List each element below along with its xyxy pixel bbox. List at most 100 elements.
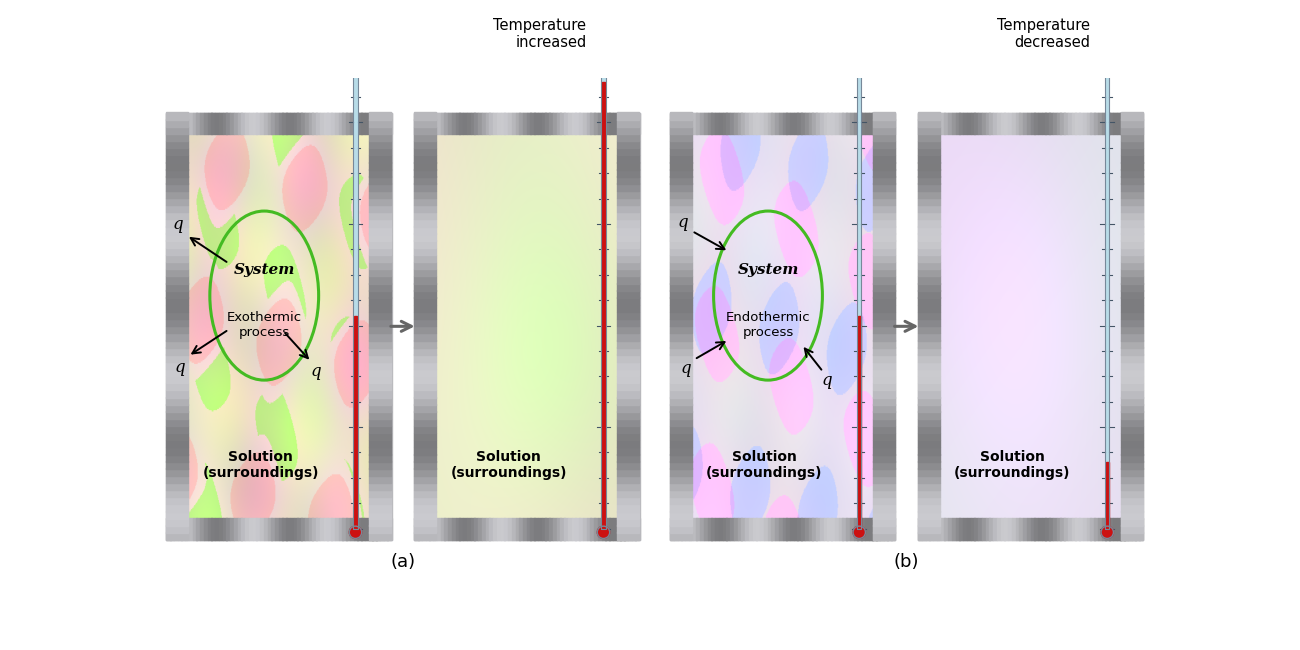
Bar <box>358 519 361 540</box>
Bar <box>369 411 391 419</box>
Bar <box>560 112 564 134</box>
Bar <box>1113 112 1117 134</box>
Bar <box>967 519 971 540</box>
Bar <box>741 112 745 540</box>
Bar <box>166 525 188 533</box>
Bar <box>820 519 824 540</box>
Bar <box>369 226 391 234</box>
Bar <box>425 112 430 540</box>
Bar <box>433 519 437 540</box>
Text: Solution
(surroundings): Solution (surroundings) <box>706 450 823 480</box>
Bar <box>436 134 618 519</box>
Bar <box>697 112 701 134</box>
Bar <box>1041 112 1046 134</box>
Bar <box>354 112 358 540</box>
Bar <box>874 141 894 148</box>
Bar <box>618 134 640 141</box>
Bar <box>260 112 264 134</box>
Bar <box>200 112 204 134</box>
Bar <box>850 112 854 134</box>
Bar <box>369 519 373 540</box>
Bar <box>308 519 313 540</box>
Bar <box>369 291 391 298</box>
Bar <box>1101 112 1106 134</box>
Bar <box>196 519 200 540</box>
Bar <box>1057 112 1061 540</box>
Bar <box>1031 112 1035 134</box>
Bar <box>415 312 436 319</box>
Bar <box>369 483 391 490</box>
Bar <box>944 112 949 134</box>
Bar <box>670 190 692 198</box>
Bar <box>361 519 365 540</box>
Bar <box>282 519 286 540</box>
Bar <box>1071 519 1076 540</box>
Bar <box>918 183 940 191</box>
Bar <box>282 112 286 540</box>
Bar <box>328 519 332 540</box>
Bar <box>723 112 727 134</box>
Bar <box>612 112 618 134</box>
Bar <box>689 112 693 540</box>
Circle shape <box>597 526 610 538</box>
Bar <box>670 183 692 191</box>
Bar <box>1045 112 1049 540</box>
Bar <box>387 519 391 540</box>
Bar <box>632 112 636 134</box>
Bar <box>632 112 636 540</box>
Bar <box>415 233 436 241</box>
Bar <box>1121 169 1143 177</box>
Bar <box>670 255 692 262</box>
Bar <box>415 176 436 184</box>
Bar <box>918 134 940 141</box>
Bar <box>745 112 749 540</box>
Bar <box>1069 112 1072 134</box>
Bar <box>166 169 188 177</box>
Bar <box>302 112 306 134</box>
Bar <box>715 112 719 134</box>
Bar <box>226 112 230 134</box>
Bar <box>997 112 1001 134</box>
Bar <box>767 112 772 540</box>
Bar <box>963 112 967 540</box>
Bar <box>415 340 436 348</box>
Bar <box>598 519 602 540</box>
Bar <box>290 519 294 540</box>
Bar <box>918 433 940 440</box>
Bar <box>429 519 433 540</box>
Bar <box>369 454 391 462</box>
Bar <box>1121 476 1143 483</box>
Circle shape <box>853 526 866 538</box>
Bar <box>809 112 812 134</box>
Bar <box>918 419 940 426</box>
Bar <box>306 519 309 540</box>
Bar <box>1037 112 1043 540</box>
Bar <box>580 519 584 540</box>
Bar <box>874 340 894 348</box>
Bar <box>858 519 862 540</box>
Bar <box>298 112 302 134</box>
Bar <box>415 376 436 384</box>
Bar <box>415 426 436 433</box>
Bar <box>188 112 192 540</box>
Bar <box>918 369 940 376</box>
Bar <box>1091 519 1095 540</box>
Bar <box>618 190 640 198</box>
Bar <box>993 112 997 540</box>
Bar <box>874 454 894 462</box>
Bar <box>918 219 940 227</box>
Bar <box>797 112 802 134</box>
Bar <box>874 198 894 205</box>
Bar <box>937 112 941 540</box>
Bar <box>463 519 467 540</box>
Bar <box>350 519 354 540</box>
Bar <box>339 519 343 540</box>
Bar <box>809 519 812 540</box>
Bar <box>670 404 692 412</box>
Bar <box>493 112 497 540</box>
Bar <box>482 112 486 540</box>
Bar <box>670 426 692 433</box>
Bar <box>182 112 186 134</box>
Bar <box>166 219 188 227</box>
Bar <box>835 112 838 134</box>
